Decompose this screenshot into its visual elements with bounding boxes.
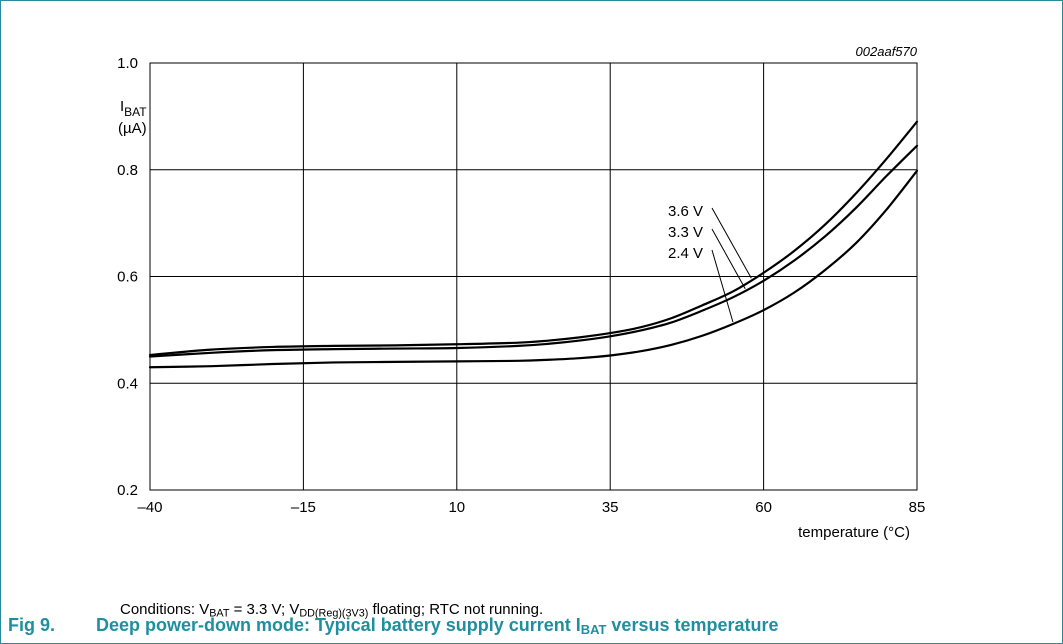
caption-number: Fig 9. xyxy=(8,615,56,635)
conditions-vdd-sub: DD(Reg)(3V3) xyxy=(299,607,369,620)
annotation-leader-3-3-v xyxy=(711,228,746,289)
y-tick-label: 0.2 xyxy=(117,482,138,499)
x-tick-label: 35 xyxy=(602,499,619,516)
annotation-label-3-3-v: 3.3 V xyxy=(668,224,703,241)
caption-text: Deep power-down mode: Typical battery su… xyxy=(96,615,581,635)
y-axis-label-sub: BAT xyxy=(124,105,147,119)
y-axis-unit: (µA) xyxy=(118,120,147,137)
x-tick-label: –40 xyxy=(137,499,162,516)
annotation-label-2-4-v: 2.4 V xyxy=(668,245,703,262)
chart-series xyxy=(148,120,919,369)
annotation-leader-2-4-v xyxy=(711,249,734,323)
figure-id: 002aaf570 xyxy=(856,44,918,59)
annotation-leader-3-6-v xyxy=(711,207,752,279)
y-axis-label: IBAT xyxy=(120,98,147,119)
x-tick-label: 85 xyxy=(909,499,926,516)
caption-text-after: versus temperature xyxy=(606,615,779,635)
battery-current-chart: –40 –15 10 35 60 85 0.2 0.4 0.6 0.8 1.0 3.6 V 3.3 V… xyxy=(117,44,925,541)
chart-grid xyxy=(149,62,918,491)
x-axis-label: temperature (°C) xyxy=(798,524,910,541)
conditions-vbat-sub: BAT xyxy=(209,607,230,620)
y-axis-label-main: I xyxy=(120,98,124,115)
series-line-2-4-v xyxy=(148,169,919,369)
y-tick-label: 0.6 xyxy=(117,269,138,286)
conditions-suffix: floating; RTC not running. xyxy=(368,601,544,618)
caption-sub: BAT xyxy=(580,622,607,638)
y-tick-label: 1.0 xyxy=(117,55,138,72)
x-tick-label: –15 xyxy=(291,499,316,516)
figure-caption: Fig 9. Deep power-down mode: Typical batt… xyxy=(8,615,779,636)
chart-annotations: 3.6 V 3.3 V 2.4 V xyxy=(668,203,752,323)
series-line-3-6-v xyxy=(148,120,919,357)
series-line-3-3-v xyxy=(148,144,919,358)
y-tick-label: 0.4 xyxy=(117,375,138,392)
y-tick-label: 0.8 xyxy=(117,162,138,179)
conditions-prefix: Conditions: V xyxy=(120,601,210,618)
conditions-note: Conditions: VBAT = 3.3 V; VDD(Reg)(3V3) … xyxy=(120,601,544,620)
x-tick-label: 10 xyxy=(448,499,465,516)
x-tick-label: 60 xyxy=(755,499,772,516)
conditions-middle: = 3.3 V; V xyxy=(229,601,300,618)
chart-ticks: –40 –15 10 35 60 85 0.2 0.4 0.6 0.8 1.0 xyxy=(117,55,925,516)
annotation-label-3-6-v: 3.6 V xyxy=(668,203,703,220)
